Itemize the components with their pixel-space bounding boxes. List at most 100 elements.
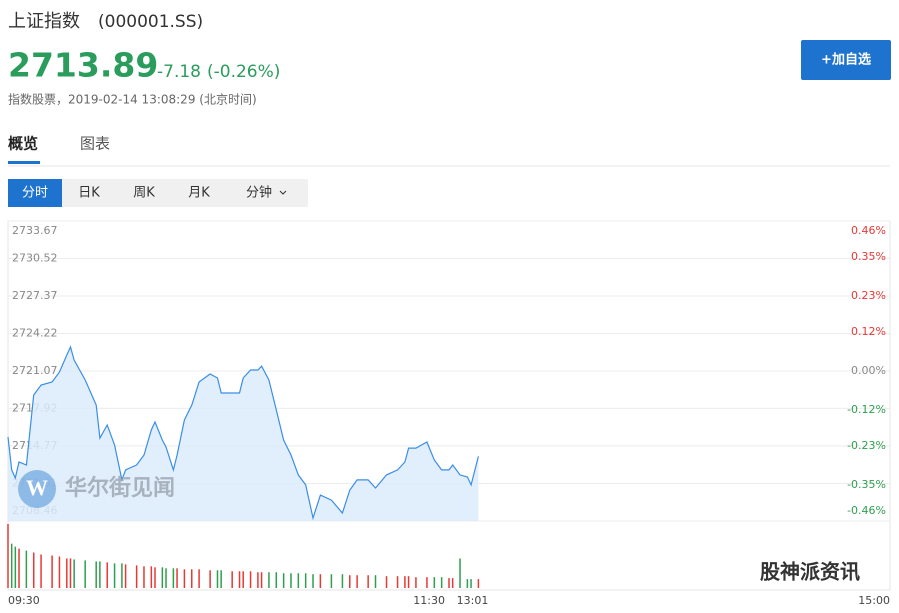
volume-bar <box>297 573 300 588</box>
chart-frame <box>7 220 891 591</box>
period[interactable]: 分时 <box>22 186 48 201</box>
volume-bar <box>73 559 75 588</box>
add-button[interactable] <box>801 40 891 80</box>
tab[interactable]: 图表 <box>80 135 110 153</box>
y-tick-label: 2733.67 <box>12 224 58 237</box>
volume-bar <box>260 572 263 588</box>
volume-bar <box>143 566 145 588</box>
volume-bar <box>440 577 443 588</box>
volume-bar <box>367 575 369 588</box>
volume-bar <box>290 573 292 588</box>
x-tick-label: 15:00 <box>858 594 890 607</box>
volume-bar <box>14 546 17 588</box>
volume-bar <box>10 543 13 588</box>
period[interactable]: 周K <box>133 186 155 201</box>
volume-bar <box>238 571 241 588</box>
volume-bar <box>220 570 222 588</box>
y2-tick-label: 0.12% <box>851 325 886 338</box>
volume-bar <box>451 578 454 588</box>
volume-bar <box>275 572 278 588</box>
y2-tick-label: 0.00% <box>851 364 886 377</box>
watermark-logo <box>18 470 56 508</box>
y2-tick-label: -0.23% <box>847 439 886 452</box>
y2-tick-label: -0.46% <box>847 504 886 517</box>
volume-bar <box>150 566 153 588</box>
tab[interactable]: 概览 <box>8 135 38 153</box>
volume-bar <box>176 568 178 588</box>
volume-bar <box>154 567 156 588</box>
volume-bar <box>69 558 72 588</box>
y-tick-label: 2721.07 <box>12 364 58 377</box>
volume-bar <box>99 561 101 588</box>
volume-bar <box>404 576 406 588</box>
watermark: 股神派资讯 <box>760 560 860 584</box>
volume-bar <box>385 576 388 588</box>
volume-bar <box>58 556 61 588</box>
volume-bar <box>95 561 97 588</box>
y2-tick-label: -0.12% <box>847 403 886 416</box>
y2-tick-label: 0.35% <box>851 250 886 263</box>
tab-underline <box>8 161 40 164</box>
volume-bar <box>106 562 108 588</box>
volume-bar <box>374 575 377 588</box>
volume-bar <box>249 571 252 588</box>
volume-bar <box>470 579 472 588</box>
y2-tick-label: 0.23% <box>851 289 886 302</box>
volume-bar <box>121 563 123 588</box>
volume-bar <box>477 579 480 588</box>
code: (000001.SS) <box>98 12 203 32</box>
volume-bar <box>282 573 285 588</box>
volume-bar <box>242 571 244 588</box>
volume-bar <box>113 563 116 588</box>
volume-bar <box>172 568 175 588</box>
volume-bar <box>466 579 469 588</box>
change-pct: (-0.26%) <box>207 62 280 82</box>
volume-bar <box>216 570 219 588</box>
volume-bar <box>198 569 200 588</box>
volume-bar <box>257 572 259 588</box>
volume-bar <box>124 564 127 588</box>
volume-bar <box>426 577 428 588</box>
watermark: 华尔街见闻 <box>65 475 175 501</box>
period[interactable]: 月K <box>188 186 210 201</box>
volume-bar <box>330 574 333 588</box>
period-active <box>8 179 62 207</box>
x-tick-label: 13:01 <box>457 594 489 607</box>
y2-tick-label: -0.35% <box>847 478 886 491</box>
volume-bar <box>25 550 28 588</box>
add-button-label[interactable]: +加自选 <box>821 52 871 68</box>
volume-bar <box>32 552 35 588</box>
volume-bar <box>407 576 410 588</box>
volume-bar <box>356 575 358 588</box>
volume-bar <box>66 558 68 588</box>
volume-bar <box>312 574 314 588</box>
volume-bar <box>84 560 86 588</box>
volume-bar <box>433 577 436 588</box>
change: -7.18 <box>157 62 201 82</box>
price: 2713.89 <box>8 46 158 85</box>
volume-bar <box>231 571 233 588</box>
volume-bar <box>268 572 270 588</box>
volume-bar <box>183 569 186 588</box>
volume-bar <box>341 574 344 588</box>
x-tick-label: 11:30 <box>413 594 445 607</box>
volume-bar <box>448 578 450 588</box>
volume-bar <box>459 558 461 588</box>
volume-bar <box>209 570 211 588</box>
volume-bar <box>161 567 164 588</box>
y2-tick-label: 0.46% <box>851 224 886 237</box>
price-line <box>7 345 479 521</box>
period[interactable]: 日K <box>78 186 100 201</box>
period[interactable]: 分钟 <box>246 185 272 201</box>
volume-bar <box>40 554 42 588</box>
volume-bar <box>191 569 193 588</box>
volume-bar <box>304 573 307 588</box>
volume-bar <box>135 565 138 588</box>
volume-bar <box>396 576 399 588</box>
volume-bar <box>51 555 53 588</box>
volume-bar <box>18 548 20 588</box>
y-tick-label: 2727.37 <box>12 289 58 302</box>
volume-bar <box>349 575 351 588</box>
